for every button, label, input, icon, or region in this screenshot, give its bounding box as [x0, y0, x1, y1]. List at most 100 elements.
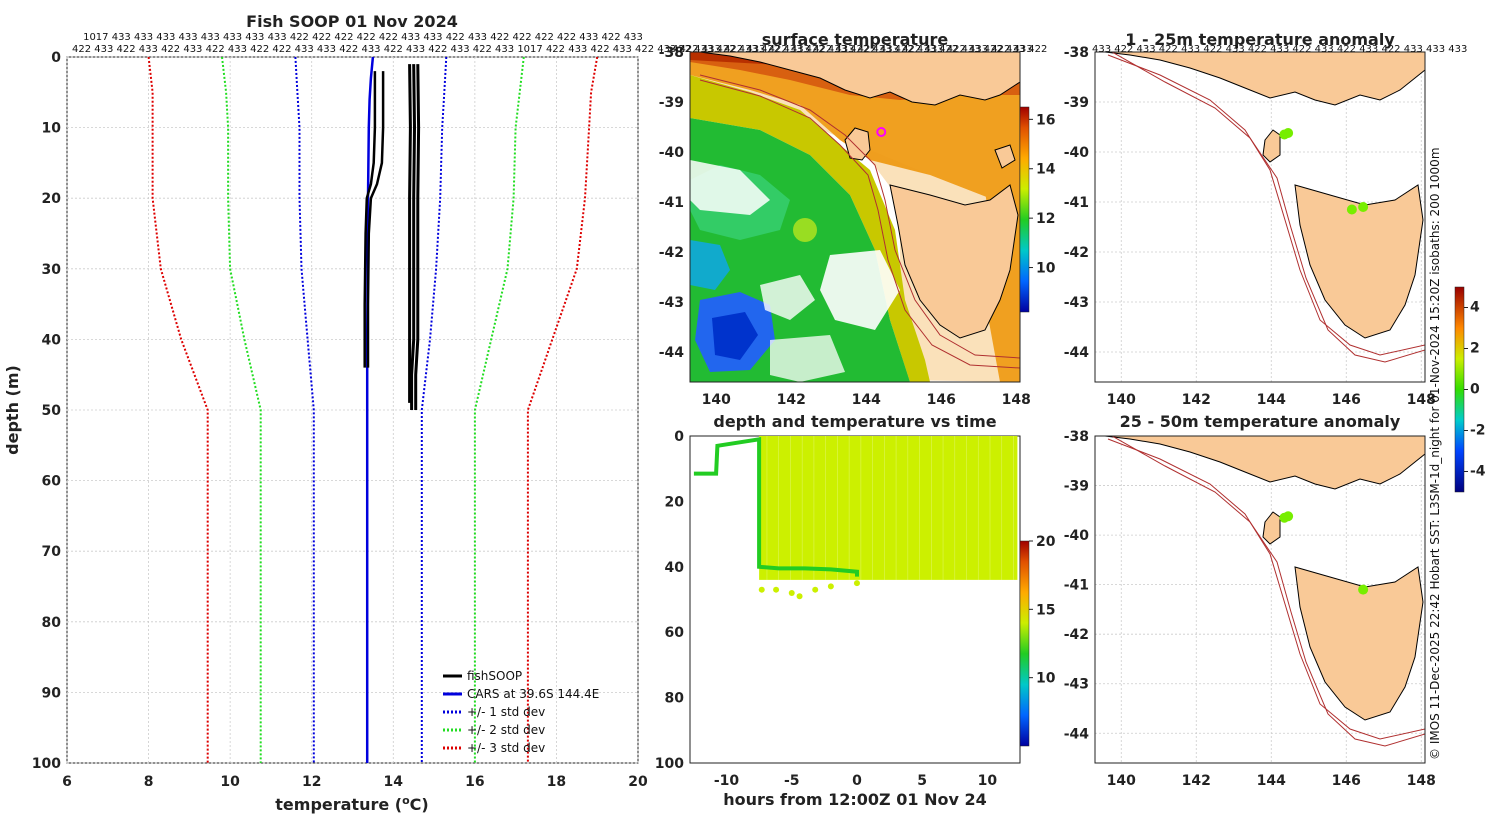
sst-colorbar-tick-label: 12 [1036, 211, 1055, 227]
profile-title: Fish SOOP 01 Nov 2024 [246, 12, 458, 31]
depth-xtick-label: 0 [852, 773, 862, 789]
anomaly-bottom-ticks: 140 142 144 146 148 -38 -39 -40 -41 -42 -43 -44 [1064, 429, 1436, 789]
map-xtick-label: 144 [1257, 392, 1286, 408]
profile-xlabel: temperature (oC) [275, 794, 428, 814]
map-xtick-label: 148 [1407, 773, 1436, 789]
profile-series--2-sd [221, 57, 262, 763]
anomaly-colorbar-tick-label: -2 [1470, 423, 1486, 439]
credit-text: © IMOS 11-Dec-2025 22:42 Hobart SST: L3S… [1428, 147, 1442, 760]
anomaly-bottom-point [1358, 584, 1369, 595]
anomaly-bottom-grid [1095, 435, 1425, 763]
depth-track-line [693, 436, 859, 577]
depth-ytick-label: 80 [665, 691, 685, 707]
map-ytick-label: -44 [659, 345, 685, 361]
map-xtick-label: 140 [1107, 392, 1136, 408]
anomaly-colorbar-ticks: 4 2 0 -2 -4 [1464, 300, 1486, 480]
anomaly-top-isobath-1000 [1111, 52, 1425, 363]
profile-ytick-label: 40 [42, 332, 62, 348]
anomaly-bottom-isobath-200 [1107, 438, 1425, 740]
anomaly-top-tasmania [1294, 184, 1424, 339]
depth-ytick-label: 20 [665, 494, 685, 510]
anomaly-bottom-isobath-1000 [1111, 436, 1425, 747]
profile-ytick-label: 80 [42, 615, 62, 631]
anomaly-bottom-frame [1094, 435, 1426, 764]
profile-series-fishsoop-b [363, 71, 377, 368]
sst-map-chart: 140 142 144 146 148 -38 -39 -40 -41 -42 -43 -44 sur… [659, 30, 1056, 408]
anomaly-colorbar-tick-label: 0 [1470, 382, 1480, 398]
sst-ticks: 140 142 144 146 148 -38 -39 -40 -41 -42 -43 -44 [659, 45, 1031, 408]
sst-isobath-1000 [699, 79, 1020, 369]
anomaly-bottom-point [1283, 511, 1294, 522]
sst-cloud-1 [690, 160, 770, 215]
profile-series--1-sd [294, 57, 315, 763]
anomaly-colorbar-tick-label: -4 [1470, 464, 1486, 480]
map-xtick-label: 144 [852, 392, 881, 408]
map-ytick-label: -41 [1064, 578, 1089, 594]
map-ytick-label: -41 [659, 195, 684, 211]
anomaly-bottom-title: 25 - 50m temperature anomaly [1120, 412, 1401, 431]
anomaly-top-frame [1094, 51, 1426, 383]
legend-item-sd2: +/- 2 std dev [443, 723, 545, 737]
anomaly-top-mainland [1104, 52, 1425, 106]
sst-isobath-200 [699, 74, 1020, 359]
sst-eddy-2 [793, 218, 817, 242]
sst-colorbar-ticks: 10 12 14 16 [1029, 112, 1056, 277]
depth-bottom-points [758, 580, 860, 600]
sst-top-labels: 422 433 422 433 422 433 422 433 422 433 … [672, 44, 1047, 55]
anomaly-bottom-map [1104, 436, 1425, 747]
sst-cloud-3 [760, 275, 815, 320]
anomaly-top-point [1358, 202, 1369, 212]
map-xtick-label: 148 [1002, 392, 1031, 408]
sst-flinders-island [994, 144, 1016, 169]
anomaly-top-king-island [1262, 129, 1281, 163]
profile-ytick-label: 70 [42, 544, 62, 560]
map-ytick-label: -39 [659, 95, 684, 111]
depth-colorbar [1019, 540, 1030, 747]
depth-bottom-point [773, 586, 780, 593]
depth-colorbar-tick-label: 20 [1036, 534, 1056, 550]
anomaly-colorbar-tick-label: 2 [1470, 341, 1480, 357]
depth-colorbar-ticks: 10 15 20 [1029, 534, 1056, 687]
profile-xtick-label: 18 [547, 774, 566, 790]
depth-bottom-point [853, 580, 860, 587]
map-xtick-label: 142 [777, 392, 806, 408]
map-xtick-label: 142 [1182, 773, 1211, 789]
depth-title: depth and temperature vs time [713, 412, 996, 431]
anomaly-top-chart: 140 142 144 146 148-38-39-40-41-42-43-44 1 -… [1064, 30, 1486, 493]
map-ytick-label: -39 [1064, 95, 1089, 111]
depth-xtick-label: -10 [714, 773, 740, 789]
legend-item-sd3: +/- 3 std dev [443, 741, 545, 755]
map-xtick-label: 144 [1257, 773, 1286, 789]
anomaly-bottom-mainland [1104, 436, 1425, 490]
map-xtick-label: 140 [702, 392, 731, 408]
map-ytick-label: -40 [659, 145, 685, 161]
profile-ylabel: depth (m) [3, 365, 22, 455]
map-xtick-label: 146 [927, 392, 956, 408]
map-ytick-label: -40 [1064, 528, 1090, 544]
map-xtick-label: 142 [1182, 392, 1211, 408]
depth-temperature-block [759, 436, 1018, 580]
legend-item-sd1: +/- 1 std dev [443, 705, 545, 719]
anomaly-top-point [1346, 204, 1357, 215]
profile-series--3-sd [526, 57, 599, 763]
profile-ticks: 6 8 10 12 14 16 18 20 0 10 20 30 40 50 60 70 80 90 100 [32, 50, 648, 790]
map-ytick-label: -44 [1064, 345, 1090, 361]
sst-colorbar-tick-label: 14 [1036, 162, 1056, 178]
map-ytick-label: -38 [1064, 45, 1089, 61]
sst-cloud-4 [770, 335, 845, 382]
legend-label-sd2: +/- 2 std dev [467, 723, 545, 737]
map-ytick-label: -42 [1064, 627, 1089, 643]
profile-xtick-label: 12 [302, 774, 321, 790]
profile-series--3-sd [147, 57, 209, 763]
sst-colorbar-tick-label: 10 [1036, 261, 1056, 277]
depth-xtick-label: 5 [917, 773, 927, 789]
sst-mainland [699, 52, 1020, 106]
legend-item-cars: CARS at 39.6S 144.4E [443, 687, 599, 701]
depth-xtick-label: 10 [978, 773, 998, 789]
anomaly-top-title: 1 - 25m temperature anomaly [1125, 30, 1395, 49]
profile-series-fishsoop-d [414, 64, 421, 410]
map-xtick-label: 140 [1107, 773, 1136, 789]
map-ytick-label: -38 [659, 45, 684, 61]
legend-label-sd3: +/- 3 std dev [467, 741, 545, 755]
